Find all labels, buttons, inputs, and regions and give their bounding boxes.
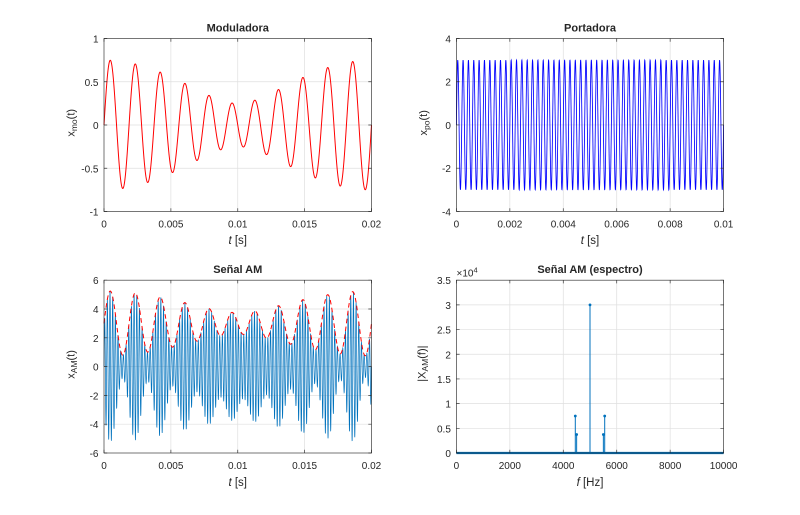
svg-text:4: 4 — [93, 305, 99, 316]
svg-text:-4: -4 — [90, 420, 99, 431]
svg-text:|XAM(f)|: |XAM(f)| — [417, 345, 431, 381]
svg-text:Moduladora: Moduladora — [207, 23, 270, 35]
svg-text:xpo(t): xpo(t) — [418, 110, 432, 135]
svg-text:t [s]: t [s] — [228, 477, 247, 489]
svg-text:10000: 10000 — [710, 461, 738, 472]
svg-text:0: 0 — [93, 363, 99, 374]
svg-text:2: 2 — [445, 78, 451, 89]
svg-text:0.01: 0.01 — [228, 220, 248, 231]
svg-text:×104: ×104 — [457, 266, 478, 280]
svg-text:t [s]: t [s] — [228, 235, 247, 247]
svg-text:xmo(t): xmo(t) — [66, 109, 80, 137]
svg-text:Señal AM: Señal AM — [213, 264, 262, 276]
svg-text:0.5: 0.5 — [85, 78, 99, 89]
svg-text:0: 0 — [454, 219, 460, 230]
svg-text:t [s]: t [s] — [581, 235, 600, 247]
svg-text:3.5: 3.5 — [437, 276, 451, 287]
svg-text:f [Hz]: f [Hz] — [577, 477, 604, 489]
svg-text:0: 0 — [445, 121, 451, 132]
svg-text:0.002: 0.002 — [497, 219, 522, 230]
svg-text:0.02: 0.02 — [362, 220, 382, 231]
svg-text:Señal AM (espectro): Señal AM (espectro) — [537, 264, 643, 276]
svg-text:0.006: 0.006 — [604, 219, 629, 230]
svg-text:1: 1 — [445, 400, 451, 411]
svg-text:1: 1 — [93, 35, 99, 46]
svg-text:0: 0 — [454, 461, 460, 472]
svg-text:2.5: 2.5 — [437, 326, 451, 337]
svg-text:-0.5: -0.5 — [81, 164, 99, 175]
svg-text:0.01: 0.01 — [228, 461, 248, 472]
svg-text:1.5: 1.5 — [437, 375, 451, 386]
svg-text:0.015: 0.015 — [292, 461, 317, 472]
svg-text:6: 6 — [93, 276, 99, 287]
svg-text:0.015: 0.015 — [292, 220, 317, 231]
svg-text:0.005: 0.005 — [158, 220, 183, 231]
svg-text:0.5: 0.5 — [437, 424, 451, 435]
svg-text:-1: -1 — [90, 208, 99, 219]
svg-text:xAM(t): xAM(t) — [66, 350, 80, 379]
svg-text:0.02: 0.02 — [362, 461, 382, 472]
svg-text:-2: -2 — [442, 164, 451, 175]
svg-text:0: 0 — [101, 461, 107, 472]
svg-text:-6: -6 — [90, 449, 99, 460]
svg-text:0.01: 0.01 — [714, 219, 734, 230]
svg-text:-4: -4 — [442, 207, 451, 218]
svg-text:8000: 8000 — [659, 461, 682, 472]
svg-text:6000: 6000 — [606, 461, 629, 472]
svg-text:4000: 4000 — [552, 461, 575, 472]
svg-text:4: 4 — [445, 35, 451, 46]
svg-text:3: 3 — [445, 301, 451, 312]
svg-text:0: 0 — [445, 449, 451, 460]
svg-text:0: 0 — [101, 220, 107, 231]
svg-text:-2: -2 — [90, 391, 99, 402]
svg-text:Portadora: Portadora — [564, 23, 617, 35]
svg-text:2: 2 — [445, 350, 451, 361]
svg-text:0.008: 0.008 — [658, 219, 683, 230]
svg-text:0.004: 0.004 — [551, 219, 576, 230]
svg-text:0: 0 — [93, 121, 99, 132]
svg-text:0.005: 0.005 — [158, 461, 183, 472]
svg-text:2: 2 — [93, 334, 99, 345]
svg-text:2000: 2000 — [499, 461, 522, 472]
